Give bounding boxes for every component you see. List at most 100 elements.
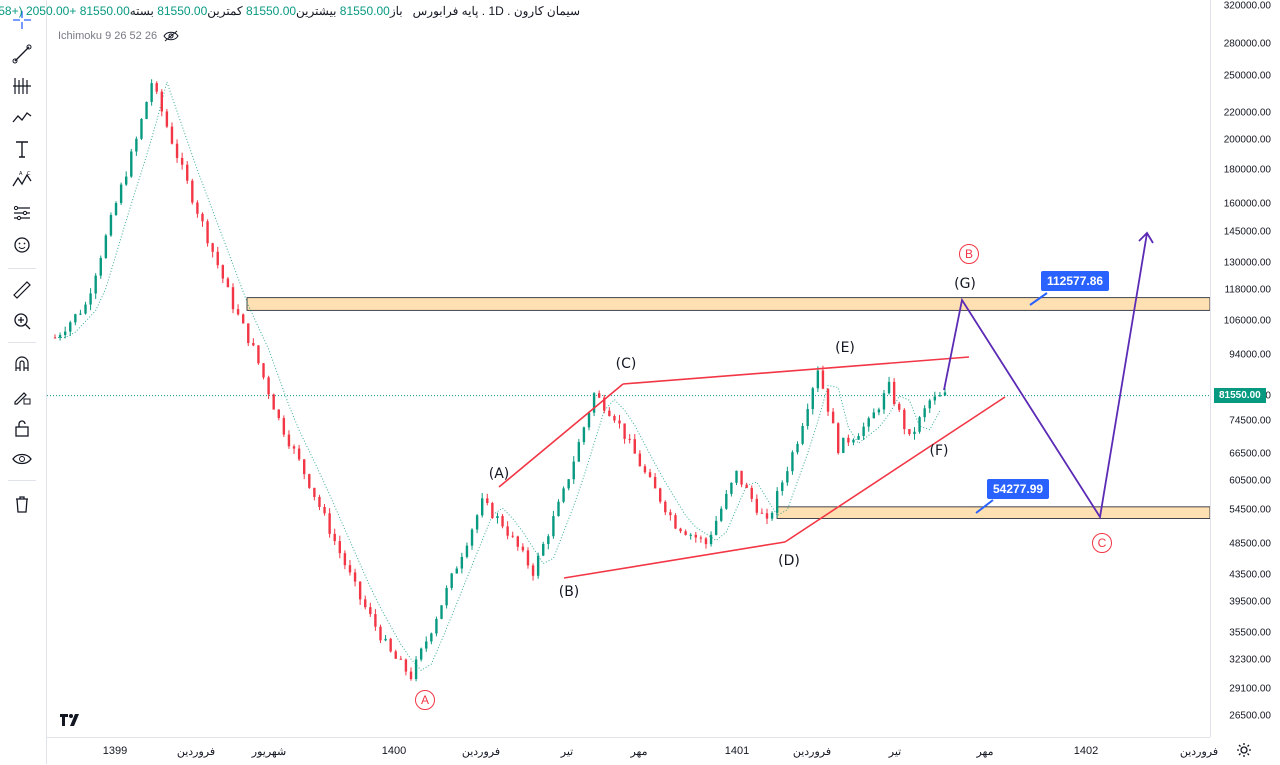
candle-body — [531, 565, 535, 576]
fib-retracement-icon[interactable] — [7, 72, 37, 100]
candle-body — [526, 550, 530, 566]
text-tool-icon[interactable] — [7, 135, 37, 163]
candle-body — [898, 403, 901, 410]
candle-body — [765, 513, 769, 519]
candle-body — [145, 101, 148, 119]
zoom-in-icon[interactable] — [7, 307, 37, 335]
price-tick: 118000.00 — [1224, 284, 1271, 296]
zone-label-lower[interactable]: 54277.99 — [987, 479, 1050, 499]
candle-body — [409, 671, 413, 679]
time-tick: فروردین — [1179, 746, 1219, 758]
chart-plot[interactable] — [47, 0, 1210, 737]
chart-area[interactable]: سیمان کارون . 1D . پایه فرابورس باز81550… — [0, 0, 1210, 737]
candle-body — [155, 83, 158, 92]
trend-line-icon[interactable] — [7, 40, 37, 68]
lock-icon[interactable] — [7, 414, 37, 442]
trash-icon[interactable] — [7, 490, 37, 518]
wave-line-a-c — [498, 383, 624, 488]
candle-body — [216, 251, 219, 266]
zone-label-upper[interactable]: 112577.86 — [1041, 271, 1110, 291]
candle-body — [425, 641, 428, 649]
candle-body — [135, 138, 138, 152]
candle-body — [648, 472, 652, 478]
exchange: پایه فرابورس — [412, 4, 479, 18]
emoji-icon[interactable] — [7, 231, 37, 259]
price-axis[interactable]: 320000.00 280000.00 250000.00 220000.00 2000… — [1210, 0, 1280, 737]
price-tick: 220000.00 — [1223, 107, 1271, 119]
candle-body — [160, 91, 163, 112]
candle-body — [908, 429, 911, 435]
symbol-legend: سیمان کارون . 1D . پایه فرابورس باز81550… — [0, 4, 580, 18]
time-axis[interactable]: 1399 فروردین شهریور 1400 فروردین تیر مهر 1401 فر… — [47, 737, 1218, 765]
price-tick: 54500.00 — [1229, 504, 1271, 516]
open-value: 81550.00 — [339, 4, 390, 18]
candle-body — [811, 388, 814, 410]
candle-body — [496, 516, 499, 519]
candle-body — [348, 565, 352, 573]
wave-label-e: (E) — [835, 340, 855, 356]
measure-icon[interactable] — [7, 276, 37, 304]
interval[interactable]: 1D — [488, 4, 504, 18]
ruler-lines-icon[interactable] — [7, 199, 37, 227]
candle-body — [572, 461, 575, 480]
candle-body — [150, 83, 153, 102]
price-tick: 180000.00 — [1223, 164, 1271, 176]
price-tick: 130000.00 — [1223, 257, 1271, 269]
candle-body — [450, 573, 453, 588]
price-tick: 66500.00 — [1229, 448, 1271, 460]
candle-body — [130, 151, 133, 177]
time-tick: مهر — [976, 746, 994, 758]
candle-body — [206, 221, 209, 244]
candle-body — [404, 659, 408, 672]
candle-body — [933, 396, 937, 401]
candle-body — [247, 323, 250, 343]
candle-body — [735, 470, 738, 483]
candle-body — [872, 412, 875, 419]
price-tick: 250000.00 — [1223, 70, 1271, 82]
candle-body — [516, 536, 519, 547]
candle-body — [69, 322, 72, 332]
candle-body — [241, 314, 245, 324]
settings-gear-icon[interactable] — [1236, 742, 1252, 762]
candle-body — [542, 543, 545, 556]
lock-drawing-icon[interactable] — [7, 382, 37, 410]
candle-body — [318, 496, 321, 507]
candle-body — [913, 431, 916, 435]
pattern-icon[interactable] — [7, 103, 37, 131]
candle-body — [282, 418, 286, 435]
eye-off-icon[interactable] — [163, 30, 179, 42]
candle-body — [435, 618, 438, 634]
candle-body — [816, 370, 820, 389]
time-tick: 1402 — [1073, 745, 1099, 757]
candle-body — [455, 568, 458, 574]
price-tick: 26500.00 — [1229, 710, 1271, 722]
change-value: +2050.00 (+2.58%) — [0, 4, 77, 18]
visibility-icon[interactable] — [7, 445, 37, 473]
candle-body — [587, 412, 591, 428]
candle-body — [308, 474, 311, 488]
candle-body — [440, 605, 443, 619]
magnet-icon[interactable] — [7, 350, 37, 378]
candle-body — [806, 409, 809, 426]
candle-body — [313, 487, 316, 497]
time-tick: تیر — [888, 746, 902, 758]
candle-body — [506, 526, 509, 536]
candle-body — [475, 515, 479, 530]
projection-path — [943, 232, 1148, 520]
candle-body — [857, 436, 860, 440]
candle-body — [201, 213, 204, 222]
wave-label-d: (D) — [778, 553, 800, 569]
candle-body — [63, 331, 67, 336]
close-value: 81550.00 — [79, 4, 130, 18]
indicator-row[interactable]: Ichimoku 9 26 52 26 — [58, 30, 179, 42]
candle-body — [323, 506, 326, 514]
tradingview-logo[interactable] — [56, 707, 86, 733]
candle-body — [369, 607, 372, 615]
symbol-name[interactable]: سیمان کارون — [513, 4, 580, 18]
candle-body — [99, 257, 102, 276]
crosshair-icon[interactable] — [7, 6, 37, 34]
candle-body — [801, 425, 804, 444]
price-tick: 32300.00 — [1229, 654, 1271, 666]
